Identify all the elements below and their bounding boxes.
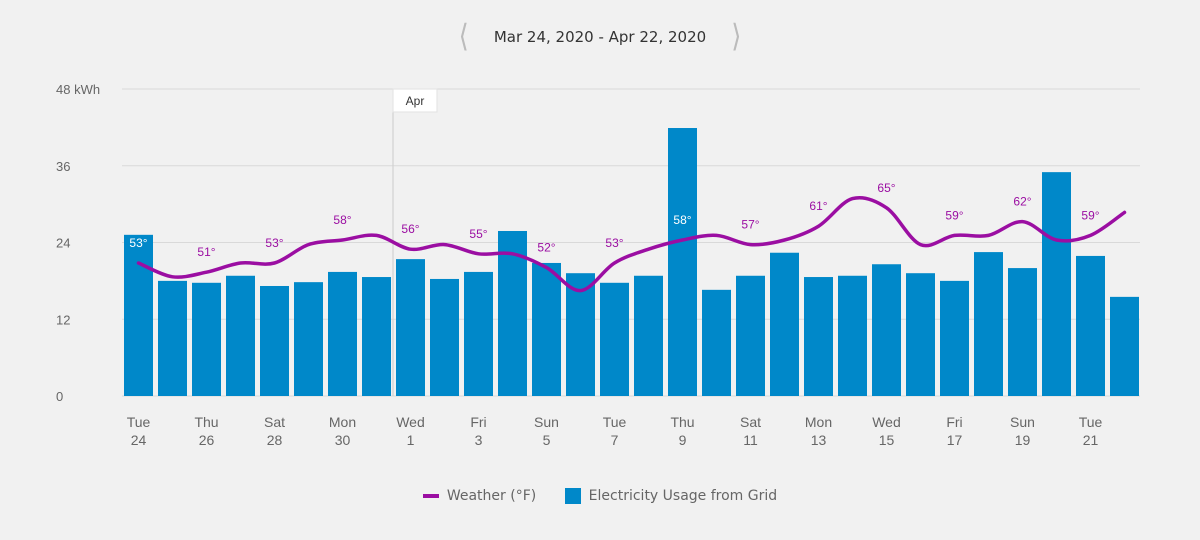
usage-bar (906, 273, 935, 396)
usage-bar (600, 282, 629, 396)
legend-label: Electricity Usage from Grid (588, 488, 778, 504)
usage-bar (702, 289, 731, 396)
x-tick-day: Wed (396, 414, 425, 430)
x-tick-date: 28 (267, 432, 283, 448)
month-marker-label: Apr (406, 94, 425, 108)
y-tick-label: 24 (56, 236, 70, 251)
temperature-label: 53° (265, 236, 283, 250)
x-tick-date: 21 (1083, 432, 1099, 448)
temperature-label: 59° (1081, 208, 1099, 222)
x-tick-day: Sun (1010, 414, 1035, 430)
x-tick-day: Mon (329, 414, 356, 430)
temperature-label: 53° (605, 236, 623, 250)
y-tick-label: 48 kWh (56, 82, 100, 97)
x-tick-date: 13 (811, 432, 827, 448)
temperature-label: 59° (945, 208, 963, 222)
x-tick-date: 24 (131, 432, 147, 448)
y-tick-label: 36 (56, 159, 70, 174)
x-tick-day: Wed (872, 414, 901, 430)
usage-bar (362, 277, 391, 396)
temperature-label: 58° (673, 213, 691, 227)
x-tick-day: Sat (740, 414, 761, 430)
temperature-label: 55° (469, 227, 487, 241)
usage-bar (974, 252, 1003, 396)
x-tick-day: Tue (603, 414, 627, 430)
chevron-left-icon[interactable]: ⟨ (458, 19, 469, 55)
legend-electricity[interactable]: Electricity Usage from Grid (564, 488, 778, 504)
temperature-label: 53° (129, 236, 147, 250)
usage-bar (1110, 296, 1139, 396)
x-tick-date: 26 (199, 432, 215, 448)
date-range-label: Mar 24, 2020 - Apr 22, 2020 (493, 28, 707, 46)
x-tick-date: 15 (879, 432, 895, 448)
weather-line (136, 195, 1127, 293)
usage-bar (634, 275, 663, 396)
temperature-label: 65° (877, 181, 895, 195)
usage-bar (1076, 255, 1105, 396)
date-range-nav: ⟨ Mar 24, 2020 - Apr 22, 2020 ⟩ (0, 19, 1200, 55)
usage-bar (838, 275, 867, 396)
usage-bar (260, 285, 289, 396)
temperature-label: 56° (401, 222, 419, 236)
usage-bar (872, 264, 901, 396)
x-tick-date: 7 (611, 432, 619, 448)
usage-bar (566, 273, 595, 396)
x-tick-day: Mon (805, 414, 832, 430)
x-tick-date: 9 (679, 432, 687, 448)
x-tick-date: 1 (407, 432, 415, 448)
temperature-label: 58° (333, 213, 351, 227)
x-tick-date: 30 (335, 432, 351, 448)
line-swatch-icon (422, 494, 439, 498)
usage-bar (770, 252, 799, 396)
usage-bar (532, 262, 561, 396)
usage-bar (804, 277, 833, 396)
chevron-right-icon[interactable]: ⟩ (731, 19, 742, 55)
usage-bar (158, 280, 187, 396)
legend: Weather (°F) Electricity Usage from Grid (0, 488, 1200, 504)
usage-bar (226, 275, 255, 396)
usage-bar (736, 275, 765, 396)
temperature-label: 52° (537, 241, 555, 255)
x-tick-day: Sat (264, 414, 285, 430)
usage-bar (124, 234, 153, 396)
x-tick-date: 11 (743, 432, 758, 448)
bar-swatch-icon (564, 488, 581, 504)
x-tick-day: Fri (470, 414, 486, 430)
y-tick-label: 12 (56, 312, 70, 327)
y-tick-label: 0 (56, 389, 63, 404)
usage-bar (1042, 172, 1071, 396)
usage-bar (192, 282, 221, 396)
x-tick-date: 3 (475, 432, 483, 448)
temperature-label: 57° (741, 218, 759, 232)
temperature-label: 62° (1013, 195, 1031, 209)
usage-bar (498, 230, 527, 396)
x-tick-day: Thu (670, 414, 694, 430)
x-tick-day: Fri (946, 414, 962, 430)
usage-bar (668, 128, 697, 396)
usage-bar (940, 280, 969, 396)
usage-bar (328, 271, 357, 396)
usage-bar (1008, 268, 1037, 396)
x-tick-day: Sun (534, 414, 559, 430)
temperature-label: 51° (197, 245, 215, 259)
usage-bar (396, 259, 425, 396)
usage-bar (430, 278, 459, 396)
x-tick-date: 5 (543, 432, 551, 448)
legend-weather[interactable]: Weather (°F) (422, 488, 537, 504)
x-tick-day: Thu (194, 414, 218, 430)
temperature-label: 61° (809, 199, 827, 213)
x-tick-date: 17 (947, 432, 963, 448)
legend-label: Weather (°F) (446, 488, 537, 504)
usage-bar (464, 271, 493, 396)
month-marker-box (392, 88, 438, 113)
x-tick-date: 19 (1015, 432, 1031, 448)
x-tick-day: Tue (127, 414, 151, 430)
x-tick-day: Tue (1079, 414, 1103, 430)
usage-bar (294, 282, 323, 396)
